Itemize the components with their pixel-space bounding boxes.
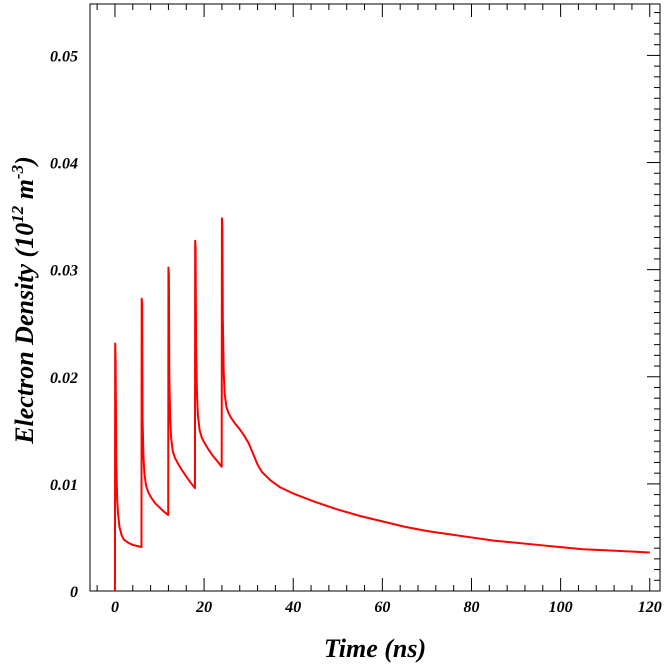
x-tick-labels: 0 20 40 60 80 100 120 [111,599,662,616]
x-tick-label: 60 [374,599,390,616]
y-axis-title-prefix: Electron Density (10 [10,223,39,445]
y-axis-title-exponent-2: -3 [8,164,27,179]
x-axis-title: Time (ns) [324,634,426,663]
y-tick-label: 0.03 [50,263,78,280]
y-tick-label: 0.04 [50,156,78,173]
x-tick-label: 20 [195,599,212,616]
y-tick-label: 0.02 [50,370,78,387]
x-tick-label: 80 [463,599,479,616]
y-axis-title-unit: m [10,179,39,206]
x-tick-label: 0 [111,599,119,616]
y-axis-title-suffix: ) [10,156,39,167]
plot-frame [89,3,661,592]
x-tick-label: 120 [638,599,662,616]
y-axis-title: Electron Density (1012 m-3) [8,156,39,445]
x-tick-label: 40 [284,599,301,616]
y-tick-labels: 0 0.01 0.02 0.03 0.04 0.05 [50,48,78,601]
electron-density-line [113,217,650,592]
y-axis-title-exponent-1: 12 [8,205,27,223]
y-tick-label: 0.01 [50,477,78,494]
y-tick-label: 0 [70,584,78,601]
x-tick-label: 100 [549,599,573,616]
axis-ticks [96,4,660,592]
y-tick-label: 0.05 [50,48,78,65]
